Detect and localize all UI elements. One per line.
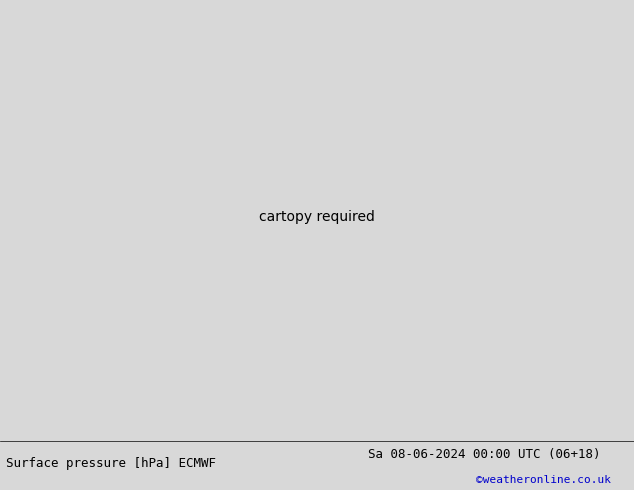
Text: cartopy required: cartopy required <box>259 210 375 223</box>
Text: Sa 08-06-2024 00:00 UTC (06+18): Sa 08-06-2024 00:00 UTC (06+18) <box>368 448 600 461</box>
Text: Surface pressure [hPa] ECMWF: Surface pressure [hPa] ECMWF <box>6 457 216 469</box>
Text: ©weatheronline.co.uk: ©weatheronline.co.uk <box>476 475 611 485</box>
